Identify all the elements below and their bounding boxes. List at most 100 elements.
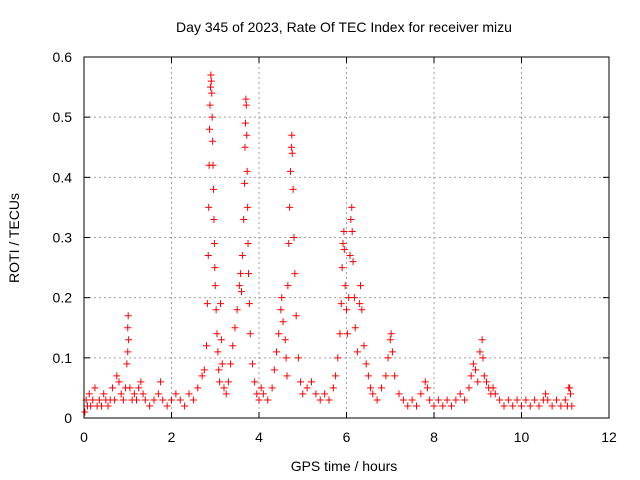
data-point: [288, 149, 296, 157]
data-point: [139, 390, 147, 398]
data-point: [89, 396, 97, 404]
data-point: [194, 384, 202, 392]
data-point: [321, 390, 329, 398]
data-point: [434, 396, 442, 404]
data-point: [489, 384, 497, 392]
data-point: [518, 402, 525, 410]
data-point: [452, 396, 460, 404]
data-point: [513, 396, 521, 404]
y-tick-label: 0.6: [53, 49, 73, 65]
data-point: [351, 324, 359, 332]
data-point: [133, 396, 140, 404]
data-point: [413, 402, 420, 410]
data-point: [85, 390, 93, 398]
data-point: [124, 312, 132, 320]
data-point: [257, 384, 265, 392]
y-axis-label: ROTI / TECUs: [6, 193, 22, 283]
data-point: [364, 372, 372, 380]
data-point: [341, 282, 349, 290]
data-point: [277, 306, 285, 314]
data-point: [373, 396, 381, 404]
data-point: [241, 143, 249, 151]
data-point: [362, 360, 370, 368]
data-point: [273, 348, 280, 356]
y-tick-label: 0.3: [53, 230, 73, 246]
data-point: [404, 402, 412, 410]
data-point: [229, 342, 237, 350]
data-point: [474, 378, 482, 386]
data-point: [222, 390, 230, 398]
data-point: [218, 360, 226, 368]
data-point: [461, 396, 469, 404]
axis-ticks: 0 2 4 6 8 10 12 0 0.1 0.2 0.3 0.4 0.5 0.6: [53, 49, 617, 445]
data-point: [426, 396, 434, 404]
data-point: [384, 354, 392, 362]
data-point: [217, 300, 224, 308]
data-point: [348, 227, 356, 235]
data-point: [282, 354, 290, 362]
data-point: [181, 402, 189, 410]
data-point: [135, 384, 143, 392]
data-point: [291, 270, 299, 278]
data-point: [491, 390, 499, 398]
data-point: [275, 330, 283, 338]
data-point: [439, 402, 447, 410]
x-axis-label: GPS time / hours: [291, 458, 398, 474]
data-point: [204, 252, 212, 260]
data-point: [137, 378, 145, 386]
data-point: [286, 203, 294, 211]
data-point: [423, 384, 431, 392]
data-point: [509, 402, 517, 410]
data-point: [214, 348, 222, 356]
data-point: [159, 396, 167, 404]
data-point: [356, 300, 364, 308]
x-tick-label: 6: [343, 429, 351, 445]
data-point: [264, 396, 272, 404]
data-point: [224, 378, 232, 386]
data-point: [227, 360, 235, 368]
data-point: [119, 396, 127, 404]
data-point: [567, 390, 574, 398]
data-point: [500, 402, 508, 410]
data-point: [98, 402, 105, 410]
data-points: [81, 71, 576, 416]
data-point: [350, 294, 358, 302]
data-point: [308, 378, 315, 386]
data-point: [206, 101, 214, 109]
data-point: [210, 240, 218, 248]
data-point: [336, 330, 344, 338]
data-point: [388, 348, 396, 356]
data-point: [287, 167, 294, 175]
data-point: [216, 378, 224, 386]
data-point: [417, 390, 425, 398]
data-point: [480, 372, 488, 380]
data-point: [251, 378, 259, 386]
data-point: [125, 336, 133, 344]
data-point: [535, 402, 543, 410]
data-point: [568, 402, 576, 410]
data-point: [337, 300, 345, 308]
x-tick-label: 10: [514, 429, 530, 445]
data-point: [292, 312, 300, 320]
data-point: [478, 336, 486, 344]
y-tick-label: 0.1: [53, 350, 73, 366]
data-point: [378, 384, 385, 392]
data-point: [243, 131, 251, 139]
data-point: [212, 306, 220, 314]
data-point: [332, 372, 340, 380]
data-point: [284, 282, 292, 290]
data-point: [382, 372, 390, 380]
data-point: [270, 366, 278, 374]
data-point: [245, 300, 253, 308]
data-point: [211, 282, 219, 290]
data-point: [100, 390, 108, 398]
data-point: [240, 215, 248, 223]
data-point: [124, 324, 132, 332]
grid-lines: [84, 57, 609, 418]
data-point: [297, 378, 305, 386]
data-point: [207, 71, 215, 79]
data-point: [206, 125, 214, 133]
data-point: [465, 384, 473, 392]
data-point: [235, 282, 243, 290]
data-point: [215, 366, 223, 374]
